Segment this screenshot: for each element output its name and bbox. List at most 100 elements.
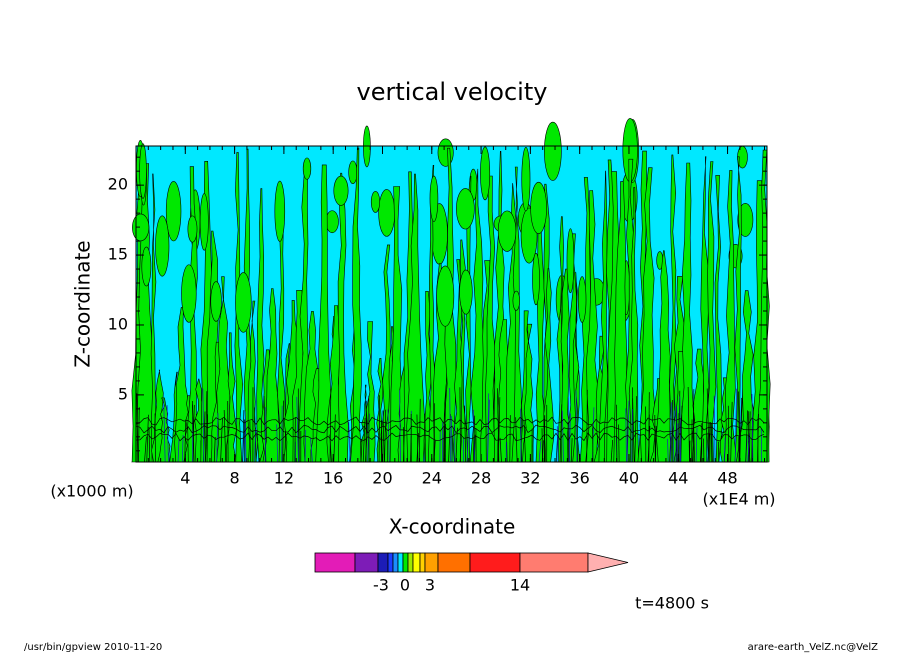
contour-fill [512, 290, 520, 311]
contour-line [618, 424, 620, 463]
contour-fill [235, 272, 252, 333]
contour-line [711, 423, 713, 463]
colorbar-segment [402, 552, 409, 573]
contour-line [416, 432, 419, 463]
contour-line [706, 388, 710, 463]
contour-line [747, 433, 750, 463]
contour-line [135, 416, 765, 426]
footer-right: arare-earth_VelZ.nc@VelZ [748, 642, 879, 653]
colorbar-segment [377, 552, 389, 573]
contour-fill [302, 157, 312, 180]
colorbar-tick-label: 3 [425, 576, 435, 595]
contour-fill [543, 268, 555, 463]
contour-fill [724, 170, 738, 463]
x-tick-label: 48 [717, 469, 737, 488]
colorbar-segment [419, 552, 426, 573]
contour-line [384, 409, 387, 463]
contour-line [555, 437, 558, 463]
contour-line [416, 414, 419, 463]
contour-line [282, 400, 284, 463]
contour-fill [226, 332, 237, 463]
contour-line [713, 395, 716, 463]
contour-line [610, 439, 614, 463]
contour-fill [532, 252, 540, 306]
colorbar-tick-label: -3 [373, 576, 389, 595]
contour-line [559, 404, 563, 463]
contour-fill [256, 188, 265, 463]
contour-line [213, 436, 216, 463]
contour-line [206, 414, 208, 463]
contour-line [625, 408, 627, 463]
contour-line [360, 439, 363, 463]
contour-line [333, 414, 336, 463]
contour-line [708, 422, 711, 463]
contour-line [739, 397, 742, 463]
contour-line [163, 399, 166, 463]
colorbar-tick-label: 0 [400, 576, 410, 595]
contour-line [464, 405, 466, 463]
x-tick-label: 36 [569, 469, 589, 488]
plot-frame [135, 145, 768, 463]
contour-fill [577, 276, 587, 323]
contour-line [487, 399, 490, 463]
contour-line [632, 387, 635, 463]
contour-line [449, 387, 451, 463]
contour-fill [150, 173, 157, 463]
contour-line [310, 438, 313, 463]
contour-fill [406, 173, 426, 463]
contour-line [570, 438, 573, 463]
contour-line [730, 401, 733, 463]
contour-fill [714, 175, 723, 463]
contour-fill [511, 166, 523, 463]
contour-fill [337, 172, 349, 463]
colorbar-segment [437, 552, 471, 573]
contour-line [693, 412, 695, 463]
contour-line [135, 432, 765, 442]
contour-line [654, 415, 656, 463]
contour-fill [485, 175, 498, 463]
contour-line [146, 414, 149, 463]
x-tick-label: 12 [274, 469, 294, 488]
contour-fill [639, 167, 658, 463]
contour-line [242, 410, 245, 463]
contour-fill [480, 146, 491, 201]
contour-line [450, 416, 453, 463]
colorbar-segment [387, 552, 394, 573]
contour-line [296, 396, 299, 463]
contour-fill [566, 228, 575, 294]
contour-fill [315, 164, 333, 463]
footer-left: /usr/bin/gpview 2010-11-20 [24, 642, 162, 653]
colorbar-segment [397, 552, 404, 573]
contour-line [556, 426, 559, 463]
contour-fill [262, 288, 282, 463]
contour-line [387, 409, 390, 463]
colorbar: -3 0 3 14 [314, 552, 629, 595]
contour-fill [210, 281, 222, 322]
contour-line [679, 396, 681, 463]
colorbar-segment [354, 552, 379, 573]
time-label: t=4800 s [635, 594, 709, 613]
contour-line [538, 441, 542, 463]
colorbar-segment [424, 552, 439, 573]
contour-line [631, 409, 633, 463]
contour-line [304, 429, 307, 463]
contour-line [177, 438, 180, 463]
contour-line [515, 417, 518, 463]
y-tick-label: 5 [118, 384, 128, 403]
x-tick-label: 8 [230, 469, 240, 488]
x-axis-label: X-coordinate [389, 515, 516, 539]
contour-fill [132, 213, 150, 242]
x-tick-label: 24 [422, 469, 442, 488]
contour-line [244, 411, 247, 463]
contour-fill [155, 215, 170, 277]
contour-line [634, 396, 637, 463]
contour-fill [655, 250, 673, 463]
contour-fill [370, 191, 381, 213]
contour-field [131, 118, 771, 463]
contour-line [695, 427, 698, 463]
contour-line [148, 426, 151, 463]
contour-line [202, 388, 205, 463]
contour-line [723, 437, 726, 463]
